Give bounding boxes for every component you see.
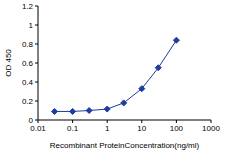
svg-text:1.2: 1.2: [22, 2, 34, 11]
svg-text:100: 100: [170, 124, 184, 133]
svg-text:0.4: 0.4: [22, 78, 34, 87]
svg-text:0.8: 0.8: [22, 40, 34, 49]
svg-text:1: 1: [29, 21, 34, 30]
svg-text:0.01: 0.01: [30, 124, 46, 133]
svg-text:1: 1: [105, 124, 110, 133]
svg-text:0.2: 0.2: [22, 97, 34, 106]
svg-text:Recombinant ProteinConcentrati: Recombinant ProteinConcentration(ng/ml): [50, 141, 200, 150]
svg-text:OD 450: OD 450: [8, 49, 13, 77]
svg-text:0.6: 0.6: [22, 59, 34, 68]
svg-text:0: 0: [29, 116, 34, 125]
svg-text:1000: 1000: [202, 124, 217, 133]
svg-text:0.1: 0.1: [67, 124, 79, 133]
svg-text:10: 10: [137, 124, 146, 133]
